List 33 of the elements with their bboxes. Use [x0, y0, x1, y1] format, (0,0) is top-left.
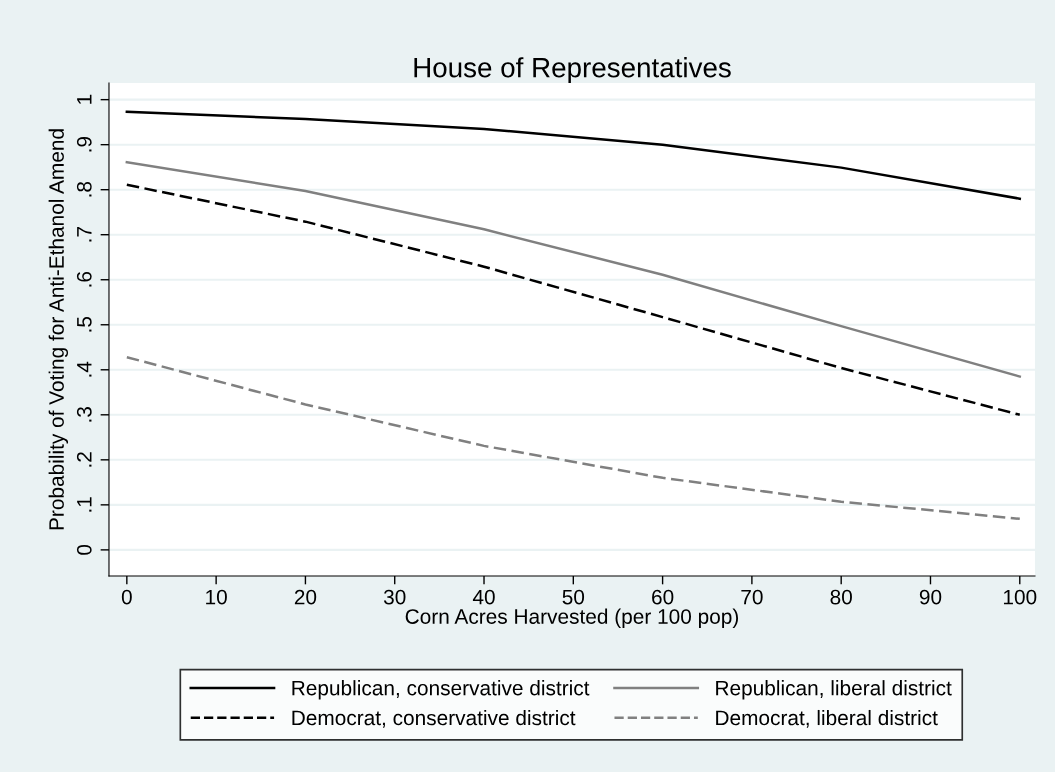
x-axis-title: Corn Acres Harvested (per 100 pop) [405, 608, 739, 629]
y-tick-label: .9 [76, 136, 92, 152]
x-tick-label: 90 [919, 589, 942, 605]
line-series [125, 355, 1022, 521]
x-tick-label: 10 [206, 589, 227, 605]
x-tick-label: 50 [562, 589, 585, 605]
chart-title: House of Representatives [414, 57, 731, 83]
line-series [125, 160, 1022, 378]
y-tick-label: .8 [76, 181, 92, 197]
y-tick-label: .4 [77, 361, 92, 377]
x-tick-label: 60 [652, 589, 674, 605]
y-tick-label: .5 [77, 316, 92, 332]
y-tick-label: 0 [76, 544, 92, 555]
x-tick-label: 70 [741, 589, 763, 605]
line-series [125, 110, 1022, 200]
x-tick-label: 80 [830, 589, 852, 605]
x-tick-label: 20 [294, 589, 317, 605]
legend-label: Democrat, liberal district [716, 709, 938, 728]
y-tick-label: .1 [77, 497, 92, 512]
y-tick-label: .7 [77, 227, 92, 242]
x-tick-label: 40 [472, 589, 495, 605]
legend-label: Democrat, conservative district [292, 709, 576, 728]
x-tick-label: 30 [383, 589, 406, 605]
legend-label: Republican, conservative district [292, 680, 590, 700]
x-tick-label: 100 [1003, 589, 1037, 605]
line-series [125, 183, 1022, 417]
y-axis-title: Probability of Voting for Anti-Ethanol Amend [48, 129, 69, 530]
y-tick-label: .6 [76, 271, 92, 287]
legend-label: Republican, liberal district [716, 680, 952, 700]
x-tick-label: 0 [121, 589, 132, 605]
y-tick-label: 1 [77, 94, 92, 104]
y-tick-label: .2 [76, 452, 92, 467]
y-tick-label: .3 [76, 407, 92, 422]
